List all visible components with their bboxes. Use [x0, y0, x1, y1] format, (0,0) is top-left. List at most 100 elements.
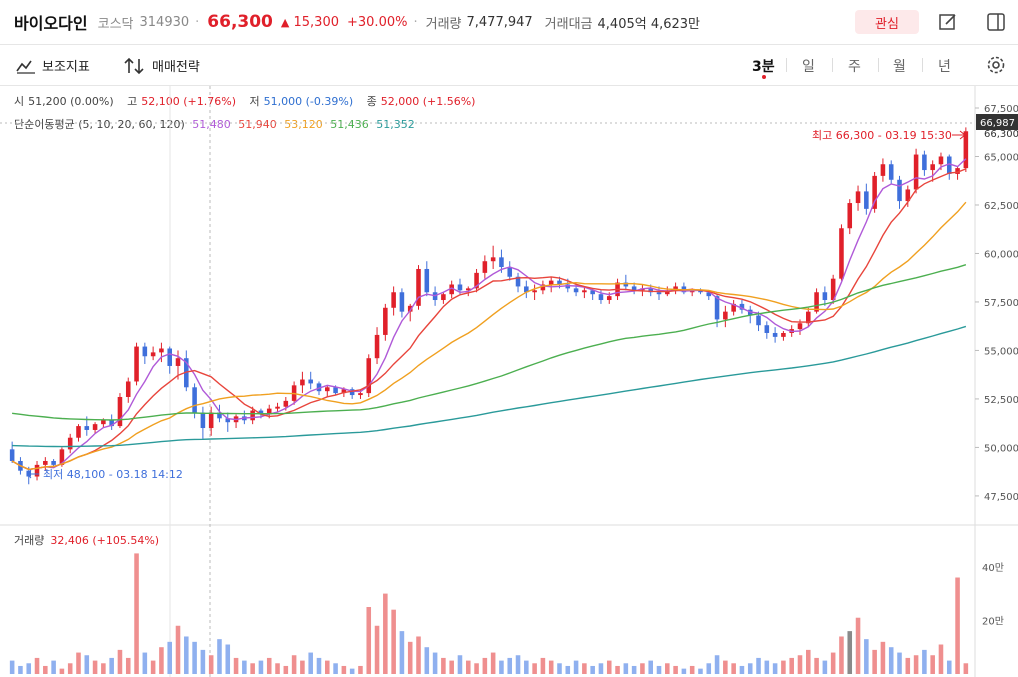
- period-year[interactable]: 년: [938, 59, 951, 75]
- candle-body: [59, 449, 65, 465]
- volume-bar: [325, 660, 330, 674]
- current-price-tag-label: 66,987: [980, 118, 1015, 129]
- price-change-pct: +30.00%: [347, 14, 408, 30]
- volume-bar: [880, 641, 886, 674]
- volume-bar: [673, 665, 678, 674]
- candle-body: [548, 280, 554, 285]
- strategy-button[interactable]: 매매전략: [124, 56, 200, 75]
- candle-body: [490, 257, 496, 262]
- volume-bar: [441, 657, 446, 674]
- volume-tick-label: 40만: [982, 562, 1004, 574]
- volume-bar: [905, 657, 911, 674]
- candle-body: [250, 410, 255, 421]
- candle-body: [814, 292, 819, 312]
- candle-body: [67, 437, 73, 450]
- candle-body: [117, 396, 123, 427]
- candle-body: [225, 418, 231, 423]
- candle-body: [938, 156, 944, 165]
- candle-body: [208, 412, 214, 429]
- candle-body: [515, 276, 521, 287]
- high-value: 52,100 (+1.76%): [141, 95, 236, 108]
- volume-bar: [706, 663, 712, 674]
- candle-body: [922, 154, 927, 171]
- candle-body: [383, 307, 388, 335]
- favorite-button[interactable]: 관심: [855, 10, 919, 34]
- volume-bar: [822, 660, 828, 674]
- amount-label: 거래대금: [544, 16, 593, 32]
- volume-bar: [275, 663, 280, 674]
- ma120-value: 51,352: [376, 118, 415, 131]
- active-period-dot: [762, 75, 766, 79]
- volume-bar: [946, 660, 952, 674]
- volume-bar: [449, 660, 454, 674]
- current-price: 66,300: [207, 12, 273, 32]
- candle-body: [864, 191, 869, 209]
- candle-body: [507, 267, 513, 277]
- ma5-value: 51,480: [192, 118, 231, 131]
- candle-body: [905, 189, 911, 202]
- period-separator: [878, 58, 879, 72]
- volume-bar: [515, 655, 521, 674]
- candle-body: [772, 332, 778, 337]
- indicator-button[interactable]: 보조지표: [16, 56, 90, 75]
- candle-body: [358, 393, 363, 396]
- volume-bar: [814, 657, 819, 674]
- volume-bar: [897, 652, 902, 674]
- volume-bar: [9, 660, 15, 674]
- volume-label: 거래량: [425, 16, 462, 32]
- stock-name: 바이오다인: [14, 14, 88, 33]
- candle-body: [648, 288, 653, 293]
- price-change-value: 15,300: [293, 14, 340, 30]
- period-month[interactable]: 월: [893, 59, 906, 75]
- candle-body: [217, 412, 222, 419]
- volume-bar: [640, 663, 645, 674]
- candle-body: [175, 358, 181, 366]
- period-3min[interactable]: 3분: [752, 59, 775, 75]
- volume-bar: [797, 655, 803, 674]
- volume-bar: [872, 649, 877, 674]
- volume-bar: [26, 663, 32, 674]
- volume-bar: [391, 609, 396, 674]
- volume-bar: [665, 663, 670, 674]
- max-price-arrow-head: [959, 130, 966, 140]
- candle-body: [714, 296, 720, 320]
- volume-bar: [888, 647, 894, 674]
- ma120-line: [12, 325, 967, 448]
- market-label: 코스닥: [97, 16, 134, 32]
- period-day[interactable]: 일: [802, 59, 815, 75]
- last-price-label: 66,300: [984, 129, 1018, 140]
- volume-bar: [34, 657, 40, 674]
- edit-icon[interactable]: [938, 12, 958, 32]
- period-week[interactable]: 주: [848, 59, 861, 75]
- volume-bar: [134, 553, 139, 674]
- volume-bar: [366, 607, 372, 674]
- low-value: 51,000 (-0.39%): [263, 95, 354, 108]
- candle-body: [43, 460, 48, 465]
- volume-bar: [341, 665, 347, 674]
- panel-toggle-icon[interactable]: [986, 12, 1006, 32]
- volume-bar: [84, 655, 90, 674]
- candle-body: [416, 268, 421, 306]
- volume-bar: [557, 663, 562, 674]
- candle-body: [797, 323, 803, 330]
- candle-body: [855, 191, 861, 204]
- candle-body: [623, 282, 629, 287]
- volume-bar: [955, 577, 960, 674]
- volume-bar: [67, 663, 73, 674]
- volume-bar: [606, 660, 612, 674]
- settings-gear-icon[interactable]: [986, 55, 1006, 75]
- volume-bar: [747, 663, 753, 674]
- volume-bar: [383, 593, 388, 674]
- candle-body: [125, 381, 131, 397]
- volume-bar: [714, 655, 720, 674]
- volume-bar: [723, 660, 728, 674]
- price-chart[interactable]: 67,500 65,000 62,500 60,000 57,500 55,000 52,5…: [0, 86, 1018, 677]
- volume-bar: [184, 636, 189, 674]
- volume-bar: [109, 657, 114, 674]
- ma20-line: [11, 201, 967, 471]
- candle-body: [764, 325, 770, 333]
- volume-bar: [250, 663, 255, 674]
- volume-bar: [59, 668, 65, 674]
- candle-body: [606, 296, 612, 301]
- volume-bar: [507, 657, 513, 674]
